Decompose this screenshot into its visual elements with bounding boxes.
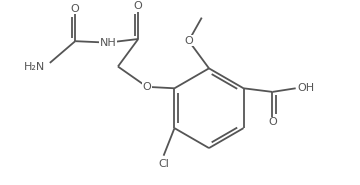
Text: O: O <box>71 4 80 14</box>
Text: O: O <box>143 82 151 92</box>
Text: OH: OH <box>297 83 314 93</box>
Text: O: O <box>184 36 193 46</box>
Text: Cl: Cl <box>158 159 169 169</box>
Text: O: O <box>268 117 277 127</box>
Text: NH: NH <box>99 38 116 48</box>
Text: O: O <box>134 1 143 11</box>
Text: H₂N: H₂N <box>23 62 45 72</box>
